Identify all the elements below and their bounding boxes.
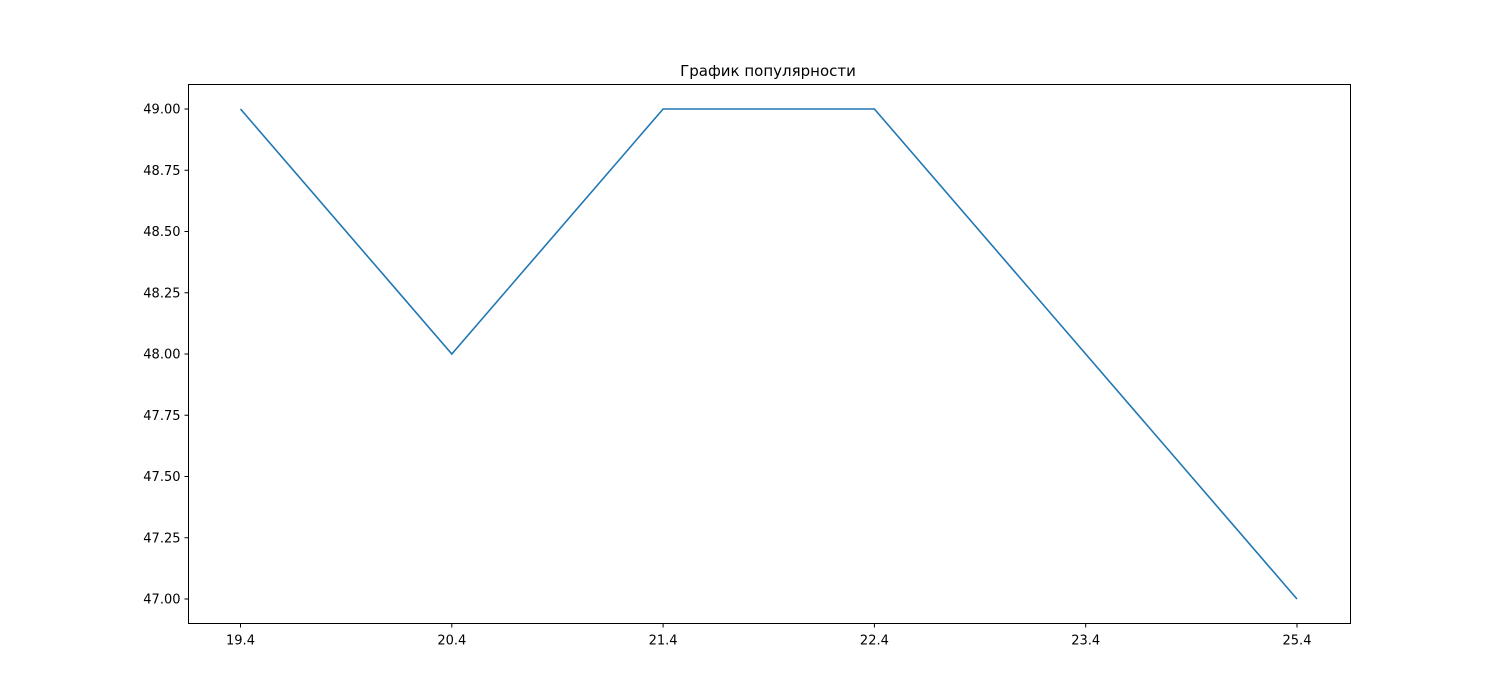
x-tick-label: 22.4 [860, 634, 889, 649]
y-tick-label: 47.25 [143, 531, 180, 546]
chart-title: График популярности [680, 62, 856, 80]
x-axis: 19.4 20.4 21.4 22.4 23.4 25.4 [226, 623, 1312, 649]
y-tick-label: 48.25 [143, 286, 180, 301]
y-tick-label: 47.75 [143, 409, 180, 424]
y-axis: 47.00 47.25 47.50 47.75 48.00 48.25 48.50 48.75… [143, 103, 189, 608]
y-tick-label: 48.50 [143, 225, 180, 240]
x-tick-label: 20.4 [437, 634, 466, 649]
y-tick-label: 47.00 [143, 593, 180, 608]
series-line [239, 108, 1298, 600]
y-tick-label: 48.00 [143, 348, 180, 363]
x-tick-label: 23.4 [1071, 634, 1100, 649]
x-tick-label: 19.4 [226, 634, 255, 649]
plot-frame [188, 84, 1351, 624]
y-tick-label: 47.50 [143, 470, 180, 485]
series-layer [239, 108, 1298, 600]
x-tick-label: 25.4 [1283, 634, 1312, 649]
y-tick-label: 49.00 [143, 103, 180, 118]
x-tick-label: 21.4 [649, 634, 678, 649]
y-tick-label: 48.75 [143, 164, 180, 179]
